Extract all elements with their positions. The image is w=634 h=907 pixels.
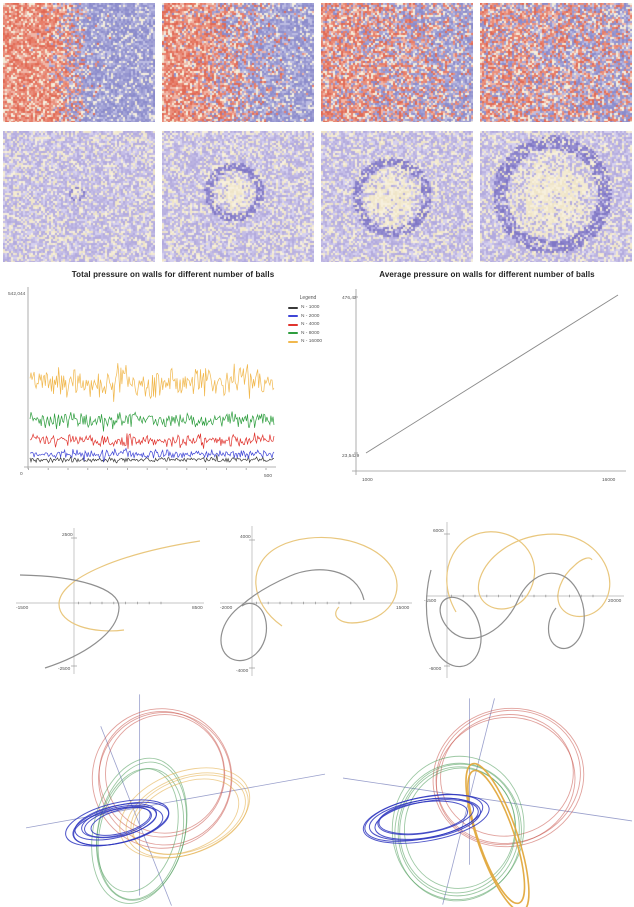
legend-label: N - 4000 [301, 322, 320, 327]
trajectory-2d-row: 2500 -2500 -1500 8500 4000 -4000 -2000 1… [0, 508, 634, 686]
trajectory-plot-3: 6000 -6000 -1500 20000 [424, 522, 624, 678]
legend-item: N - 2000 [288, 314, 334, 319]
legend-swatch [288, 323, 298, 326]
legend-title: Legend [299, 295, 317, 301]
plot1-orange-trajectory [58, 540, 201, 632]
average-pressure-xmax-label: 16000 [602, 477, 616, 483]
orbit-ellipse [125, 772, 249, 859]
orbit-axis-line [26, 773, 326, 829]
gas-mixing-snapshot-1 [3, 3, 155, 122]
average-pressure-title: Average pressure on walls for different … [379, 270, 595, 279]
trajectory-plot-1: 2500 -2500 -1500 8500 [16, 528, 204, 674]
legend-items: N - 1000 N - 2000 N - 4000 N - 8000 N - 1600… [282, 305, 334, 344]
orbit-ellipse [96, 768, 179, 893]
plot1-left-label: -1500 [16, 605, 29, 611]
pressure-charts-row: Total pressure on walls for different nu… [0, 270, 634, 502]
gas-mixing-snapshot-3 [321, 3, 473, 122]
total-pressure-plot: 542,044 0 500 [8, 287, 276, 479]
average-pressure-ymax-label: 476,42 [342, 295, 357, 301]
legend-swatch [288, 332, 298, 334]
plot2-gray-trajectory [220, 569, 365, 662]
blob-diffusion-snapshot-4 [480, 131, 632, 262]
legend-item: N - 1000 [288, 305, 334, 310]
legend-swatch [288, 306, 298, 309]
legend-label: N - 8000 [301, 330, 320, 336]
plot3-gray-trajectory [425, 569, 585, 668]
orbit-ellipse [467, 769, 526, 905]
orbit-plot-right [342, 698, 633, 907]
legend-label: N - 1000 [301, 305, 320, 310]
series-N-8000 [29, 411, 275, 432]
trajectory-plot-2: 4000 -4000 -2000 15000 [220, 526, 412, 676]
total-pressure-title: Total pressure on walls for different nu… [71, 270, 275, 279]
plot3-top-label: 6000 [433, 528, 444, 534]
total-pressure-origin-label: 0 [20, 471, 23, 477]
orbit-plot-left [26, 694, 326, 906]
legend-item: N - 8000 [288, 331, 334, 336]
plot3-right-label: 20000 [608, 598, 622, 604]
orbit-axis-line [342, 777, 633, 822]
blob-diffusion-snapshot-2 [162, 131, 314, 262]
total-pressure-ymax-label: 542,044 [8, 291, 26, 297]
legend-item: N - 16000 [288, 339, 334, 344]
legend-label: N - 2000 [301, 313, 320, 319]
chart-legend: Legend N - 1000 N - 2000 N - 4000 N - 8000 N… [282, 295, 334, 489]
blob-diffusion-panel-row [0, 131, 634, 262]
total-pressure-chart: Total pressure on walls for different nu… [6, 270, 340, 502]
plot3-bottom-label: -6000 [429, 666, 442, 672]
plot3-orange-trajectory [446, 531, 611, 618]
series-N-16000 [29, 363, 275, 402]
legend-swatch [288, 315, 298, 317]
orbit-ellipse [440, 714, 574, 837]
blob-diffusion-snapshot-1 [3, 131, 155, 262]
plot2-orange-trajectory [255, 536, 398, 627]
orbit-ellipse [394, 762, 522, 902]
gas-mixing-panel-row [0, 0, 634, 122]
orbit-ellipse [96, 761, 187, 901]
orbit-ellipse [391, 755, 525, 901]
orbit-3d-row [0, 688, 634, 907]
plot2-top-label: 4000 [240, 534, 251, 540]
orbit-ellipse [465, 762, 530, 907]
orbit-ellipse [97, 768, 185, 900]
plot2-bottom-label: -4000 [236, 668, 249, 674]
average-pressure-chart: Average pressure on walls for different … [340, 270, 634, 502]
plot2-left-label: -2000 [220, 605, 233, 611]
total-pressure-series-group [29, 363, 275, 464]
orbit-ellipse [98, 711, 232, 846]
plot1-bottom-label: -2500 [58, 666, 71, 672]
orbit-ellipse [74, 803, 158, 841]
gas-mixing-snapshot-2 [162, 3, 314, 122]
plot3-left-label: -1500 [424, 598, 437, 604]
average-pressure-plot: 476,42 23,5429 1000 16000 [342, 289, 626, 483]
total-pressure-xmax-label: 500 [264, 473, 272, 479]
legend-label: N - 16000 [301, 339, 323, 344]
plot2-right-label: 15000 [396, 605, 410, 611]
blob-diffusion-snapshot-3 [321, 131, 473, 262]
average-pressure-xmin-label: 1000 [362, 477, 373, 483]
plot1-gray-trajectory [19, 574, 120, 669]
orbit-ellipse [378, 800, 468, 835]
orbit-ellipse [130, 774, 246, 855]
legend-swatch [288, 340, 298, 343]
legend-item: N - 4000 [288, 322, 334, 327]
orbit-ellipse [90, 807, 151, 836]
series-N-2000 [30, 447, 275, 462]
series-N-1000 [29, 454, 274, 464]
orbit-axis-line [100, 726, 172, 906]
orbit-ellipse [377, 797, 474, 836]
series-N-4000 [29, 432, 275, 449]
average-pressure-line [365, 294, 619, 454]
average-pressure-ymin-label: 23,5429 [342, 453, 360, 459]
plot1-right-label: 8500 [192, 605, 203, 611]
plot1-top-label: 2500 [62, 532, 73, 538]
gas-mixing-snapshot-4 [480, 3, 632, 122]
orbit-ellipse [91, 708, 233, 849]
orbit-ellipse [81, 804, 157, 839]
orbit-ellipse [84, 806, 152, 838]
